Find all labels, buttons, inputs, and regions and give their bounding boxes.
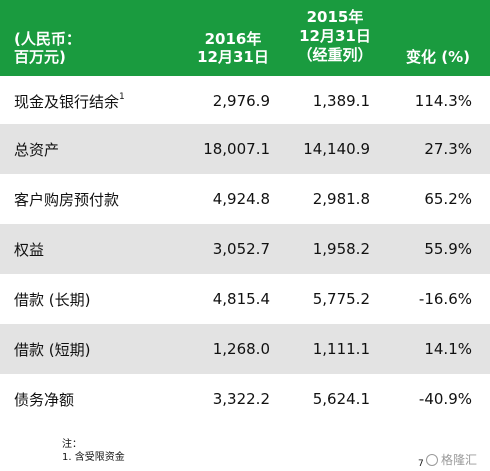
header-2015-restated: （经重列） bbox=[297, 46, 373, 64]
header-unit-line2: 百万元) bbox=[14, 48, 66, 66]
row-label: 借款 (长期) bbox=[14, 290, 91, 309]
footnotes: 注： 1. 含受限资金 bbox=[62, 438, 125, 464]
header-change: 变化 (%) bbox=[406, 48, 470, 66]
row-label: 权益 bbox=[14, 240, 45, 259]
value-2016: 4,815.4 bbox=[212, 290, 270, 308]
header-2016: 2016年 12月31日 bbox=[178, 30, 288, 66]
watermark: 格隆汇 bbox=[426, 451, 477, 468]
row-label: 现金及银行结余1 bbox=[14, 91, 125, 111]
watermark-logo-icon bbox=[426, 453, 438, 466]
value-2015: 1,958.2 bbox=[312, 240, 370, 258]
table-row: 债务净额 3,322.2 5,624.1 -40.9% bbox=[0, 374, 490, 424]
value-2016: 3,052.7 bbox=[212, 240, 270, 258]
header-2015-year: 2015年 bbox=[306, 8, 364, 26]
value-2016: 4,924.8 bbox=[212, 190, 270, 208]
value-2015: 1,111.1 bbox=[312, 340, 370, 358]
row-label: 总资产 bbox=[14, 140, 60, 159]
value-change: 14.1% bbox=[424, 340, 472, 358]
value-change: 114.3% bbox=[414, 92, 472, 110]
value-2015: 2,981.8 bbox=[312, 190, 370, 208]
header-2016-year: 2016年 bbox=[204, 30, 262, 48]
footnote-title: 注： bbox=[62, 439, 82, 450]
value-2016: 1,268.0 bbox=[212, 340, 270, 358]
value-2016: 2,976.9 bbox=[212, 92, 270, 110]
value-2015: 14,140.9 bbox=[303, 140, 370, 158]
table-row: 现金及银行结余1 2,976.9 1,389.1 114.3% bbox=[0, 76, 490, 126]
row-label: 借款 (短期) bbox=[14, 340, 91, 359]
table-row: 借款 (短期) 1,268.0 1,111.1 14.1% bbox=[0, 324, 490, 374]
header-2015-date: 12月31日 bbox=[299, 27, 371, 45]
value-change: 55.9% bbox=[424, 240, 472, 258]
value-2016: 3,322.2 bbox=[212, 390, 270, 408]
footnote-marker: 1 bbox=[119, 91, 125, 102]
value-change: 27.3% bbox=[424, 140, 472, 158]
table-row: 客户购房预付款 4,924.8 2,981.8 65.2% bbox=[0, 174, 490, 224]
header-unit-line1: (人民币： bbox=[14, 30, 81, 48]
header-2015: 2015年 12月31日 （经重列） bbox=[285, 8, 385, 65]
value-change: -16.6% bbox=[418, 290, 472, 308]
header-2016-date: 12月31日 bbox=[197, 48, 269, 66]
table-row: 借款 (长期) 4,815.4 5,775.2 -16.6% bbox=[0, 274, 490, 324]
row-label: 债务净额 bbox=[14, 390, 75, 409]
value-2015: 5,624.1 bbox=[312, 390, 370, 408]
footnote-item: 1. 含受限资金 bbox=[62, 452, 125, 463]
row-label: 客户购房预付款 bbox=[14, 190, 120, 209]
table-row: 权益 3,052.7 1,958.2 55.9% bbox=[0, 224, 490, 274]
table-header: (人民币： 百万元) 2016年 12月31日 2015年 12月31日 （经重… bbox=[0, 0, 490, 76]
value-2015: 5,775.2 bbox=[312, 290, 370, 308]
value-2015: 1,389.1 bbox=[312, 92, 370, 110]
value-2016: 18,007.1 bbox=[203, 140, 270, 158]
watermark-text: 格隆汇 bbox=[441, 453, 478, 467]
value-change: 65.2% bbox=[424, 190, 472, 208]
value-change: -40.9% bbox=[418, 390, 472, 408]
table-row: 总资产 18,007.1 14,140.9 27.3% bbox=[0, 124, 490, 174]
header-unit: (人民币： 百万元) bbox=[14, 30, 81, 66]
page-number: 7 bbox=[418, 459, 424, 469]
